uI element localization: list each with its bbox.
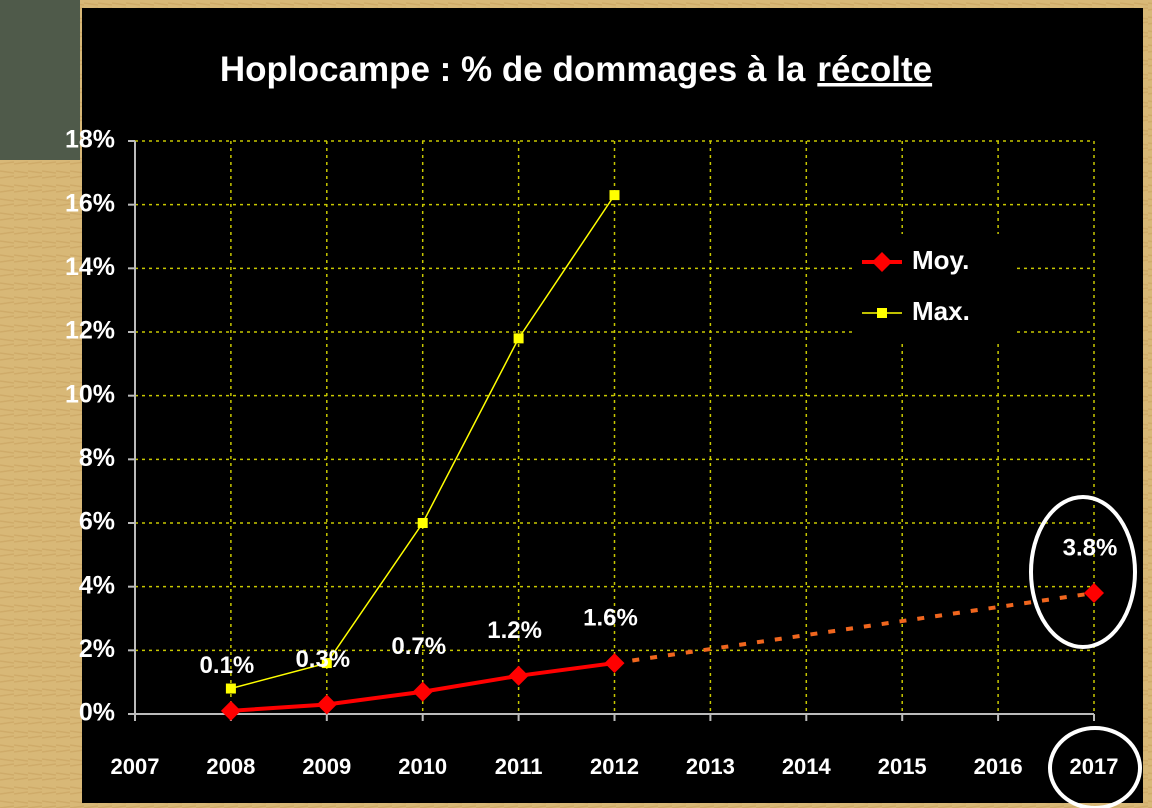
x-tick-label: 2014 <box>782 754 832 779</box>
x-tick-label: 2013 <box>686 754 735 779</box>
slide: 0% 2% 4% 6% 8% 10% 12% 14% 16% 18% 2007 2008 2009 201… <box>0 0 1152 808</box>
x-tick-label: 2012 <box>590 754 639 779</box>
legend-marker <box>877 308 887 318</box>
y-tick-label: 10% <box>65 380 115 408</box>
x-tick-label: 2009 <box>302 754 351 779</box>
chart-panel <box>82 8 1143 803</box>
x-tick-label: 2011 <box>495 754 543 779</box>
data-label: 1.6% <box>583 604 638 631</box>
y-tick-label: 0% <box>79 699 115 727</box>
chart-title: Hoplocampe : % de dommages à la récolte <box>220 50 932 89</box>
marker <box>226 684 236 694</box>
y-tick-label: 14% <box>65 253 115 281</box>
title-part: Hoplocampe : % de dommages à la <box>220 50 806 89</box>
y-tick-label: 4% <box>79 571 115 599</box>
legend-label: Moy. <box>912 245 969 275</box>
x-tick-label: 2017 <box>1070 754 1119 779</box>
data-label: 1.2% <box>487 617 542 644</box>
y-tick-label: 16% <box>65 189 115 217</box>
y-tick-label: 18% <box>65 126 115 154</box>
marker <box>418 518 428 528</box>
marker <box>610 190 620 200</box>
data-label: 3.8% <box>1063 534 1118 561</box>
y-tick-label: 2% <box>79 635 115 663</box>
marker <box>514 333 524 343</box>
x-tick-label: 2010 <box>398 754 447 779</box>
page: {"chart_data": { "type": "line", "title"… <box>0 0 1152 808</box>
y-tick-label: 6% <box>79 508 115 536</box>
data-label: 0.7% <box>391 633 446 660</box>
y-tick-label: 12% <box>65 317 115 345</box>
x-tick-label: 2015 <box>878 754 927 779</box>
x-tick-label: 2008 <box>206 754 255 779</box>
data-label: 0.1% <box>200 652 255 679</box>
y-tick-label: 8% <box>79 444 115 472</box>
title-part: récolte <box>817 50 932 89</box>
legend-label: Max. <box>912 296 970 326</box>
data-label: 0.3% <box>295 646 350 673</box>
x-tick-label: 2016 <box>974 754 1023 779</box>
x-tick-label: 2007 <box>111 754 160 779</box>
